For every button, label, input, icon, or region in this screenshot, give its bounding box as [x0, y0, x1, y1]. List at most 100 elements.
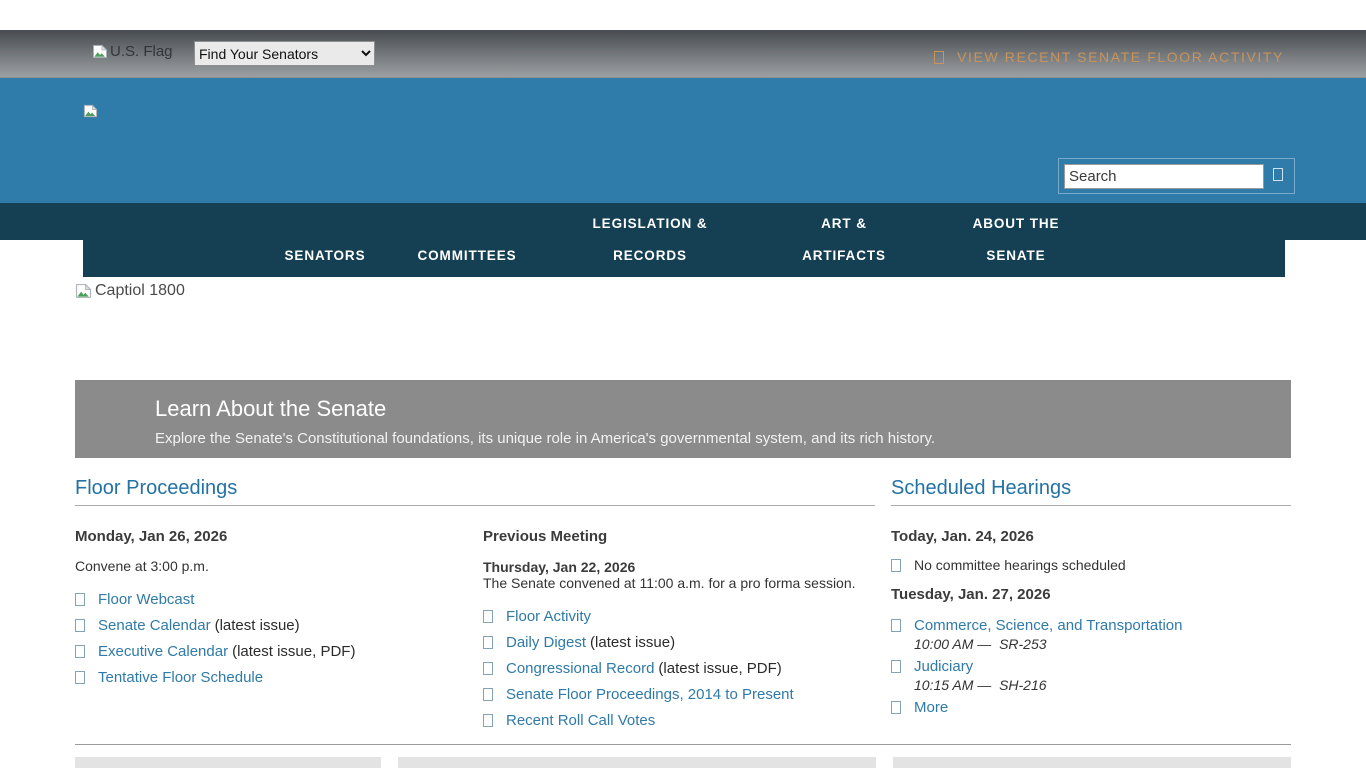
bullet-icon [75, 619, 85, 632]
nav-label: COMMITTEES [417, 248, 517, 263]
judiciary-committee-link[interactable]: Judiciary [914, 658, 974, 675]
hearing-item: Judiciary 10:15 AM — SH-216 [891, 658, 1291, 693]
floor-activity-detail-link[interactable]: Floor Activity [506, 608, 592, 625]
nav-senators[interactable]: SENATORS [240, 240, 410, 272]
divider [75, 505, 875, 506]
bullet-icon [891, 660, 901, 673]
commerce-committee-link[interactable]: Commerce, Science, and Transportation [914, 617, 1183, 634]
hearing-item: More [891, 699, 1291, 716]
bullet-icon [483, 688, 493, 701]
list-item: Daily Digest (latest issue) [483, 634, 883, 651]
bullet-icon [75, 671, 85, 684]
find-your-senators-select[interactable]: Find Your Senators [194, 41, 375, 66]
bullet-icon [483, 714, 493, 727]
recent-roll-call-votes-link[interactable]: Recent Roll Call Votes [506, 712, 656, 729]
bullet-icon [891, 559, 901, 572]
tentative-floor-schedule-link[interactable]: Tentative Floor Schedule [98, 669, 264, 686]
divider [75, 744, 1291, 745]
senate-floor-proceedings-link[interactable]: Senate Floor Proceedings, 2014 to Presen… [506, 686, 794, 703]
learn-about-senate-banner[interactable]: Learn About the Senate Explore the Senat… [75, 380, 1291, 458]
search-box [1058, 158, 1295, 194]
scheduled-hearings-heading: Scheduled Hearings [891, 477, 1072, 499]
next-meeting-date: Monday, Jan 26, 2026 [75, 528, 228, 545]
hearings-today-date: Today, Jan. 24, 2026 [891, 528, 1034, 545]
view-floor-activity-link[interactable]: VIEW RECENT SENATE FLOOR ACTIVITY [934, 49, 1284, 65]
link-suffix: (latest issue, PDF) [658, 660, 782, 677]
list-item: Executive Calendar (latest issue, PDF) [75, 643, 475, 660]
senate-logo-broken-image [83, 104, 98, 123]
hearing-time-room: 10:00 AM — SR-253 [914, 636, 1047, 652]
us-flag-alt-text: U.S. Flag [110, 43, 173, 60]
divider [891, 505, 1291, 506]
bullet-icon [483, 610, 493, 623]
list-item: Congressional Record (latest issue, PDF) [483, 660, 883, 677]
site-header [0, 78, 1366, 203]
floor-proceedings-heading: Floor Proceedings [75, 477, 238, 499]
main-nav-bar-extension [83, 240, 1285, 277]
section-placeholder [75, 757, 381, 768]
floor-activity-icon [934, 50, 945, 64]
no-hearings-item: No committee hearings scheduled [891, 557, 1291, 574]
capitol-hero-broken-image: Captiol 1800 [75, 282, 185, 300]
list-item: Recent Roll Call Votes [483, 712, 883, 729]
search-button[interactable] [1273, 168, 1283, 184]
hearing-time-room: 10:15 AM — SH-216 [914, 677, 1047, 693]
section-placeholder [398, 757, 876, 768]
more-hearings-link[interactable]: More [914, 699, 949, 716]
senate-calendar-link[interactable]: Senate Calendar [98, 617, 211, 634]
previous-meeting-heading: Previous Meeting [483, 528, 608, 545]
nav-label: ARTIFACTS [802, 248, 886, 263]
nav-legislation-records[interactable]: LEGISLATION & RECORDS [565, 208, 735, 272]
floor-webcast-link[interactable]: Floor Webcast [98, 591, 195, 608]
nav-label: SENATORS [284, 248, 366, 263]
list-item: Floor Webcast [75, 591, 475, 608]
link-suffix: (latest issue) [590, 634, 676, 651]
bullet-icon [75, 645, 85, 658]
broken-image-icon [93, 44, 108, 58]
list-item: Tentative Floor Schedule [75, 669, 475, 686]
convene-status: Convene at 3:00 p.m. [75, 558, 209, 574]
hearings-upcoming-date: Tuesday, Jan. 27, 2026 [891, 586, 1051, 603]
scheduled-hearings-panel: Today, Jan. 24, 2026 No committee hearin… [891, 528, 1291, 722]
congressional-record-link[interactable]: Congressional Record [506, 660, 655, 677]
bullet-icon [483, 636, 493, 649]
nav-label: RECORDS [613, 248, 687, 263]
bullet-icon [75, 593, 85, 606]
top-utility-bar: U.S. Flag Find Your Senators VIEW RECENT… [0, 30, 1366, 78]
nav-art-artifacts[interactable]: ART & ARTIFACTS [759, 208, 929, 272]
nav-label: ART & [821, 216, 867, 231]
banner-title: Learn About the Senate [155, 396, 387, 421]
nav-about-the-senate[interactable]: ABOUT THE SENATE [931, 208, 1101, 272]
nav-label: LEGISLATION & [592, 216, 708, 231]
us-flag-broken-image: U.S. Flag [92, 43, 173, 60]
previous-meeting-description: The Senate convened at 11:00 a.m. for a … [483, 575, 856, 591]
list-item: Senate Calendar (latest issue) [75, 617, 475, 634]
link-suffix: (latest issue) [214, 617, 300, 634]
hearing-item: Commerce, Science, and Transportation 10… [891, 617, 1291, 652]
daily-digest-link[interactable]: Daily Digest [506, 634, 587, 651]
bullet-icon [891, 619, 901, 632]
search-input[interactable] [1064, 163, 1264, 189]
floor-proceedings-next-meeting: Monday, Jan 26, 2026 Convene at 3:00 p.m… [75, 528, 475, 695]
search-icon [1273, 168, 1283, 181]
link-suffix: (latest issue, PDF) [232, 643, 356, 660]
nav-label: SENATE [986, 248, 1046, 263]
list-item: Floor Activity [483, 608, 883, 625]
capitol-hero-alt-text: Captiol 1800 [95, 282, 185, 299]
no-hearings-message: No committee hearings scheduled [914, 557, 1126, 573]
floor-activity-label: VIEW RECENT SENATE FLOOR ACTIVITY [957, 49, 1284, 65]
broken-image-icon [76, 283, 92, 298]
nav-label: ABOUT THE [972, 216, 1060, 231]
banner-subtitle: Explore the Senate's Constitutional foun… [155, 430, 936, 447]
broken-image-icon [83, 104, 98, 118]
section-placeholder [893, 757, 1291, 768]
main-nav-bar [0, 203, 1366, 240]
floor-proceedings-previous-meeting: Previous Meeting Thursday, Jan 22, 2026 … [483, 528, 883, 738]
list-item: Senate Floor Proceedings, 2014 to Presen… [483, 686, 883, 703]
bullet-icon [483, 662, 493, 675]
bullet-icon [891, 701, 901, 714]
previous-meeting-date: Thursday, Jan 22, 2026 [483, 559, 636, 575]
executive-calendar-link[interactable]: Executive Calendar [98, 643, 229, 660]
nav-committees[interactable]: COMMITTEES [382, 240, 552, 272]
